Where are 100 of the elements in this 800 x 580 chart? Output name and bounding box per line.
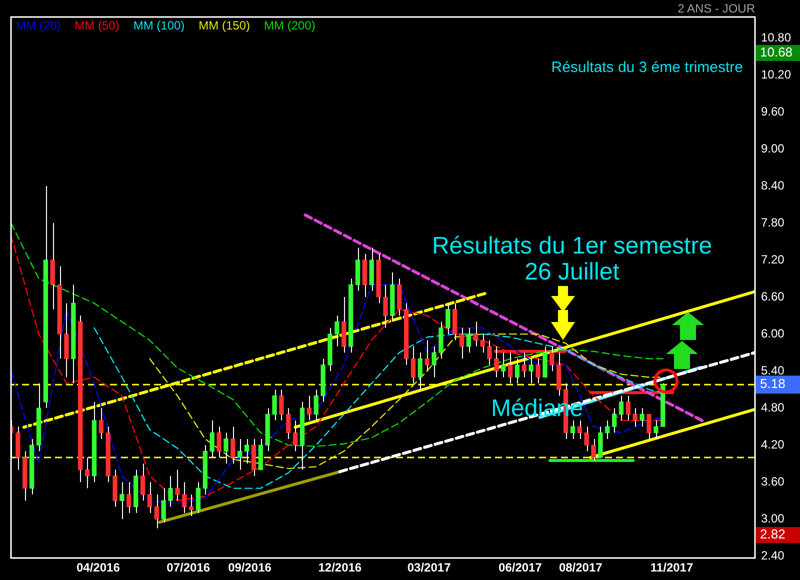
candlestick: [487, 340, 492, 366]
candlestick: [342, 296, 346, 354]
candlestick: [57, 266, 62, 360]
candlestick: [154, 494, 159, 529]
candlestick: [494, 346, 499, 378]
candlestick: [501, 352, 506, 378]
candlestick: [328, 327, 332, 372]
candlestick: [369, 247, 374, 292]
ref-line-label: 5.18: [760, 376, 786, 392]
text: 10.68: [760, 44, 793, 60]
candlestick: [654, 420, 658, 440]
candlestick: [292, 420, 298, 452]
candlestick: [397, 278, 402, 316]
candlestick: [605, 420, 610, 440]
candlestick: [196, 482, 201, 514]
x-tick-label: 12/2016: [318, 560, 362, 575]
y-tick-label: 9.60: [761, 104, 785, 118]
candlestick: [536, 358, 540, 384]
candlestick: [618, 395, 624, 421]
candlestick: [522, 352, 526, 378]
x-tick-label: 07/2016: [166, 560, 210, 575]
candlestick: [446, 302, 450, 335]
candlestick: [251, 438, 256, 476]
candlestick: [22, 450, 28, 502]
candlestick: [355, 247, 360, 292]
candlestick: [438, 321, 444, 360]
candlestick: [238, 438, 242, 470]
candlestick: [348, 278, 354, 354]
candlestick: [78, 315, 83, 483]
y-tick-label: 7.20: [761, 252, 785, 266]
candlestick: [612, 408, 617, 434]
candlestick: [120, 482, 124, 520]
y-tick-label: 4.20: [761, 437, 785, 452]
candlestick: [528, 358, 534, 384]
y-tick-label: 4.80: [761, 400, 785, 414]
candlestick: [182, 482, 187, 514]
candlestick: [202, 444, 208, 495]
y-tick-label: 10.20: [761, 67, 792, 82]
candlestick: [418, 352, 422, 390]
candlestick: [626, 395, 631, 421]
candlestick: [98, 408, 104, 440]
text: MM (150): [198, 18, 250, 32]
candlestick: [126, 482, 132, 514]
candlestick: [550, 346, 554, 372]
candlestick: [64, 302, 69, 378]
x-tick-label: 09/2016: [228, 560, 272, 575]
candlestick: [334, 315, 340, 347]
candlestick: [404, 302, 409, 366]
y-tick-label: 3.60: [761, 474, 785, 488]
y-tick-label: 10.80: [761, 30, 792, 44]
candlestick: [161, 488, 166, 523]
candlestick: [36, 382, 42, 452]
candlestick: [432, 346, 436, 378]
candlestick: [279, 389, 284, 421]
y-tick-label: 6.00: [761, 326, 785, 340]
candlestick: [640, 408, 644, 428]
candlestick: [383, 284, 388, 328]
annotation: Résultats du 1er semestre 26 Juillet: [432, 232, 712, 286]
x-tick-label: 08/2017: [558, 560, 603, 575]
y-tick-label: 5.40: [761, 363, 785, 378]
candlestick: [29, 438, 34, 495]
text: MM (100): [133, 18, 185, 32]
candlestick: [133, 469, 138, 514]
y-tick-label: 3.00: [761, 511, 785, 526]
candlestick: [591, 438, 596, 462]
candlestick: [140, 463, 146, 502]
candlestick: [210, 420, 214, 458]
candlestick: [514, 358, 520, 384]
x-tick-label: 11/2017: [650, 560, 694, 575]
candlestick: [230, 426, 236, 464]
x-tick-label: 04/2016: [76, 560, 120, 575]
candlestick: [265, 408, 270, 452]
candlestick: [577, 420, 582, 440]
candlestick: [632, 408, 638, 428]
text: MM (20): [16, 18, 61, 32]
candlestick: [480, 334, 485, 354]
candlestick: [106, 426, 110, 483]
y-tick-label: 6.60: [761, 289, 785, 304]
candlestick: [556, 352, 562, 396]
candlestick: [147, 482, 152, 514]
candlestick: [452, 302, 458, 341]
candlestick: [84, 456, 90, 489]
y-tick-label: 7.80: [761, 215, 785, 230]
y-tick-label: 8.40: [761, 178, 785, 192]
candlestick: [584, 426, 589, 452]
candlestick: [300, 401, 305, 470]
candlestick: [320, 358, 326, 402]
candlestick: [224, 432, 228, 464]
text: MM (50): [74, 18, 120, 32]
candlestick: [466, 327, 472, 354]
candlestick: [50, 222, 55, 310]
candlestick: [286, 408, 291, 440]
candlestick: [272, 389, 277, 421]
x-tick-label: 03/2017: [407, 560, 452, 575]
candlestick: [71, 284, 76, 384]
candlestick: [362, 253, 368, 298]
candlestick: [508, 352, 513, 384]
candlestick: [43, 186, 48, 409]
candlestick: [390, 272, 395, 322]
x-tick-label: 06/2017: [498, 560, 542, 575]
